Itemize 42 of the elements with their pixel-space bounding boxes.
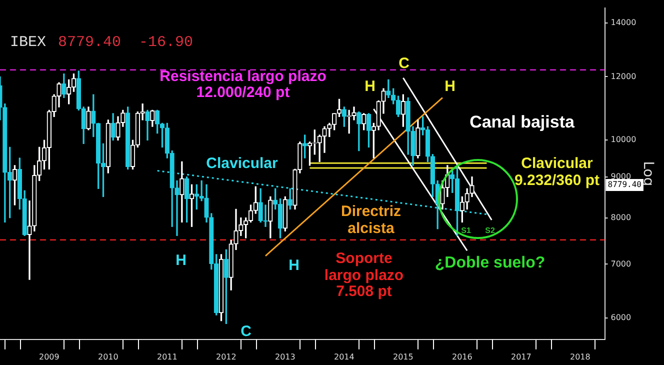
- text: 8779.40: [608, 180, 642, 190]
- annotation: H: [364, 78, 376, 96]
- x-tick-label: 2018: [570, 352, 590, 362]
- x-tick-label: 2013: [274, 352, 296, 362]
- annotation: Clavicular: [206, 155, 278, 172]
- x-tick-label: 2017: [510, 352, 532, 362]
- annotation: alcista: [348, 220, 396, 238]
- x-tick-label: 2014: [334, 352, 354, 362]
- annotation: 9.232/360 pt: [514, 172, 600, 190]
- y-tick-label: 12000: [610, 72, 636, 81]
- y-tick-label: 7000: [610, 259, 632, 268]
- candlestick: [27, 200, 32, 280]
- annotation: H: [176, 252, 186, 270]
- y-tick-label: 9000: [610, 172, 632, 181]
- x-tick-label: 2016: [452, 352, 472, 362]
- annotation: Canal bajista: [470, 112, 575, 132]
- x-tick-label: 2009: [38, 352, 60, 362]
- annotation: C: [398, 55, 410, 72]
- annotation: 7.508 pt: [336, 283, 392, 300]
- y-tick-label: 10000: [610, 135, 636, 144]
- annotation: Soporte: [336, 250, 392, 268]
- annotation: C: [240, 323, 252, 340]
- annotation: H: [444, 78, 456, 96]
- text: 8779.40 -16.90: [58, 34, 194, 51]
- x-tick-label: 2011: [156, 352, 178, 362]
- y-tick-label: 8000: [610, 212, 632, 222]
- annotation: Directriz: [340, 203, 402, 220]
- annotation: 12.000/240 pt: [196, 84, 290, 102]
- annotation: ¿Doble suelo?: [434, 254, 546, 272]
- x-tick-label: 2015: [392, 352, 414, 362]
- x-tick-label: 2010: [98, 352, 118, 362]
- y-tick-label: 14000: [610, 18, 636, 28]
- x-tick-label: 2012: [216, 352, 236, 362]
- annotation: H: [288, 257, 300, 274]
- annotation: Resistencia largo plazo: [160, 68, 326, 86]
- candlestick: [174, 180, 180, 236]
- annotation: S1: [461, 226, 472, 236]
- annotation: largo plazo: [324, 267, 404, 284]
- annotation: S2: [485, 226, 496, 236]
- y-tick-label: 6000: [610, 312, 632, 322]
- text: IBEX: [10, 34, 46, 51]
- annotation: Clavicular: [521, 155, 594, 172]
